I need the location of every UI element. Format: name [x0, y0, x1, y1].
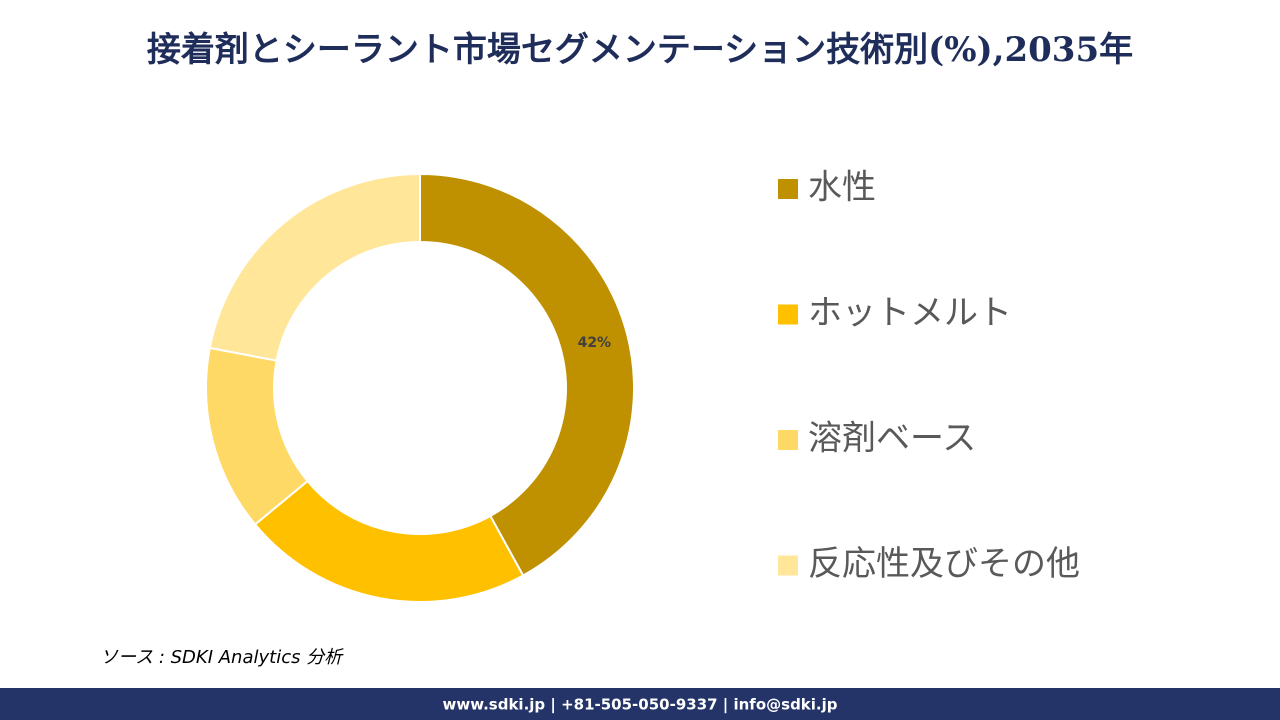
footer-text: www.sdki.jp | +81-505-050-9337 | info@sd…: [442, 696, 837, 715]
legend-label: 溶剤ベース: [808, 419, 976, 459]
chart-title: 接着剤とシーラント市場セグメンテーション技術別(%),2035年: [147, 30, 1133, 70]
donut-segment: [208, 172, 421, 362]
legend-label: ホットメルト: [808, 293, 1012, 333]
donut-segment: [419, 172, 635, 577]
source-note: ソース : SDKI Analytics 分析: [100, 647, 344, 668]
legend-label: 反応性及びその他: [808, 544, 1080, 584]
legend-swatch: [778, 555, 798, 576]
legend-swatch: [778, 430, 798, 450]
legend-swatch: [778, 304, 798, 325]
legend-swatch: [778, 179, 798, 199]
legend-label: 水性: [808, 168, 876, 208]
footer-bar: [0, 688, 1280, 720]
donut: 42%: [205, 172, 635, 603]
data-label: 42%: [578, 335, 612, 351]
donut-segment: [253, 479, 525, 603]
